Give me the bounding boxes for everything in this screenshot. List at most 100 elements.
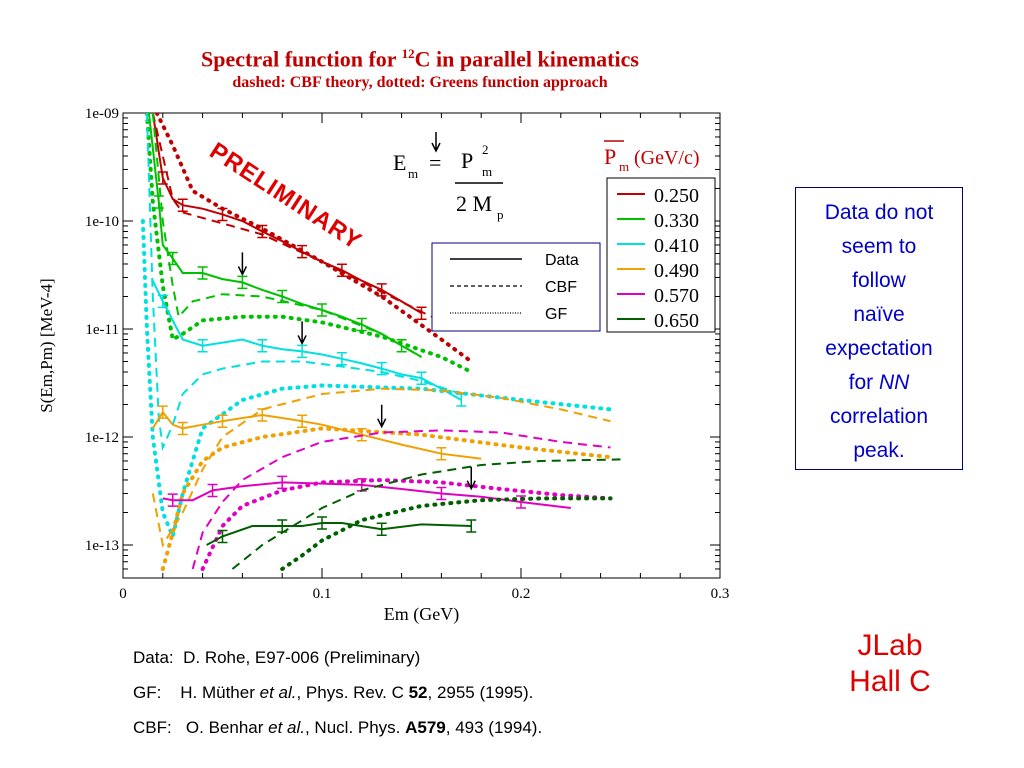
error-bar [177, 198, 188, 212]
chart-subtitle: dashed: CBF theory, dotted: Greens funct… [232, 74, 608, 92]
error-bar [217, 529, 228, 544]
error-bar [436, 446, 447, 461]
gf-curve-0.490 [160, 426, 613, 571]
error-bar [177, 421, 188, 436]
gf-curve-0.330 [144, 113, 474, 374]
note-box: Data do not seem to follow naïve expectation… [795, 187, 963, 470]
error-bar [207, 483, 218, 498]
jlab-line-2: Hall C [849, 665, 931, 698]
x-axis-label: Em (GeV) [384, 604, 459, 625]
y-axis-label: S(Em,Pm) [MeV-4] [37, 278, 56, 412]
ref-data: Data: D. Rohe, E97-006 (Preliminary) [133, 648, 421, 667]
note-line: Data do not [824, 201, 934, 224]
error-bar [257, 224, 268, 239]
formula-num-sub: m [482, 164, 492, 179]
gf-curve-0.410 [140, 219, 613, 543]
preliminary-label: PRELIMINARY [205, 137, 367, 255]
pm-legend-entry: 0.250 [654, 185, 699, 207]
error-bar [317, 303, 327, 317]
cbf-curve-0.330 [151, 113, 423, 358]
formula-den-sub: p [497, 207, 504, 222]
pm-legend-sub: m [619, 159, 629, 174]
x-tick-label: 0.2 [512, 586, 531, 602]
cbf-curve-0.250 [151, 113, 432, 318]
error-bar [197, 338, 208, 353]
error-bar [356, 317, 367, 332]
note-line: peak. [853, 439, 905, 462]
note-line: for NN [848, 371, 910, 394]
error-bar [297, 344, 308, 359]
error-bar [277, 519, 288, 533]
formula-lhs: E [393, 150, 406, 175]
error-bar [153, 195, 164, 209]
error-bar [297, 244, 308, 259]
y-tick-label: 1e-09 [85, 106, 119, 122]
x-tick-label: 0 [119, 586, 127, 602]
formula-eq: = [429, 150, 441, 175]
data-curve-0.410 [151, 280, 462, 401]
error-bar [197, 266, 208, 280]
error-bar [466, 519, 477, 533]
error-bar [157, 405, 168, 419]
error-bar [376, 283, 387, 297]
line-style-legend [431, 242, 601, 332]
error-bar [257, 408, 268, 422]
y-tick-label: 1e-13 [85, 538, 119, 554]
formula-lhs-sub: m [408, 166, 418, 181]
error-bar [317, 516, 327, 530]
legend-label-data: Data [545, 252, 579, 269]
error-bar [456, 393, 467, 407]
data-curve-0.570 [162, 481, 571, 509]
formula-num-sup: 2 [482, 142, 489, 157]
expected-peak-arrow [297, 321, 307, 346]
series-group [140, 113, 621, 571]
jlab-label: JLab Hall C [820, 628, 960, 700]
cbf-curve-0.490 [151, 387, 611, 548]
error-bar [277, 289, 288, 304]
expected-peak-arrow [377, 404, 387, 429]
y-tick-label: 1e-11 [85, 322, 119, 338]
ref-gf: GF: H. Müther et al., Phys. Rev. C 52, 2… [133, 683, 534, 702]
error-bar [167, 493, 178, 507]
error-bar [157, 294, 168, 309]
error-bar [237, 275, 248, 290]
formula-denominator: 2 M [456, 191, 492, 216]
pm-legend-entry: 0.410 [654, 235, 699, 257]
error-bar [416, 371, 427, 385]
gf-curve-0.650 [280, 496, 613, 571]
pm-legend-entry: 0.330 [654, 210, 699, 232]
spectral-function-chart: 1e-13 1e-12 1e-11 1e-10 1e-09 0 0.1 0.2 0.3 Em (G… [37, 106, 730, 625]
legend-label-gf: GF [545, 306, 567, 323]
error-bar [157, 171, 168, 185]
cbf-curve-0.650 [231, 458, 621, 570]
gf-curve-0.570 [200, 477, 613, 571]
note-line: correlation [829, 405, 929, 428]
error-bar [396, 338, 407, 353]
error-bar [217, 414, 228, 428]
note-line: expectation [825, 337, 933, 360]
error-bar [336, 352, 347, 366]
formula-numerator: P [461, 148, 473, 173]
error-bar [376, 361, 387, 376]
expected-peak-arrow [466, 466, 476, 491]
chart-title: Spectral function for 12C in parallel ki… [201, 46, 639, 72]
error-bar [376, 522, 387, 536]
error-bar [336, 263, 347, 277]
pm-legend-entry: 0.490 [654, 260, 699, 282]
expected-peak-arrow [237, 252, 248, 277]
error-bar [416, 306, 427, 320]
error-bar [297, 414, 308, 428]
formula-arrow [431, 132, 441, 153]
references: Data: D. Rohe, E97-006 (Preliminary) GF:… [133, 640, 542, 745]
error-bar [277, 475, 288, 490]
x-tick-label: 0.3 [711, 586, 730, 602]
note-text: Data do not seem to follow naïve expectation… [796, 196, 962, 468]
y-tick-label: 1e-10 [85, 214, 119, 230]
note-line: seem to [841, 235, 917, 258]
cbf-curve-0.570 [191, 429, 611, 570]
pm-legend-entry: 0.570 [654, 285, 699, 307]
data-curve-0.650 [206, 522, 472, 546]
note-line: follow [852, 269, 906, 292]
error-bar [217, 207, 228, 222]
legend-label-cbf: CBF [545, 279, 577, 296]
